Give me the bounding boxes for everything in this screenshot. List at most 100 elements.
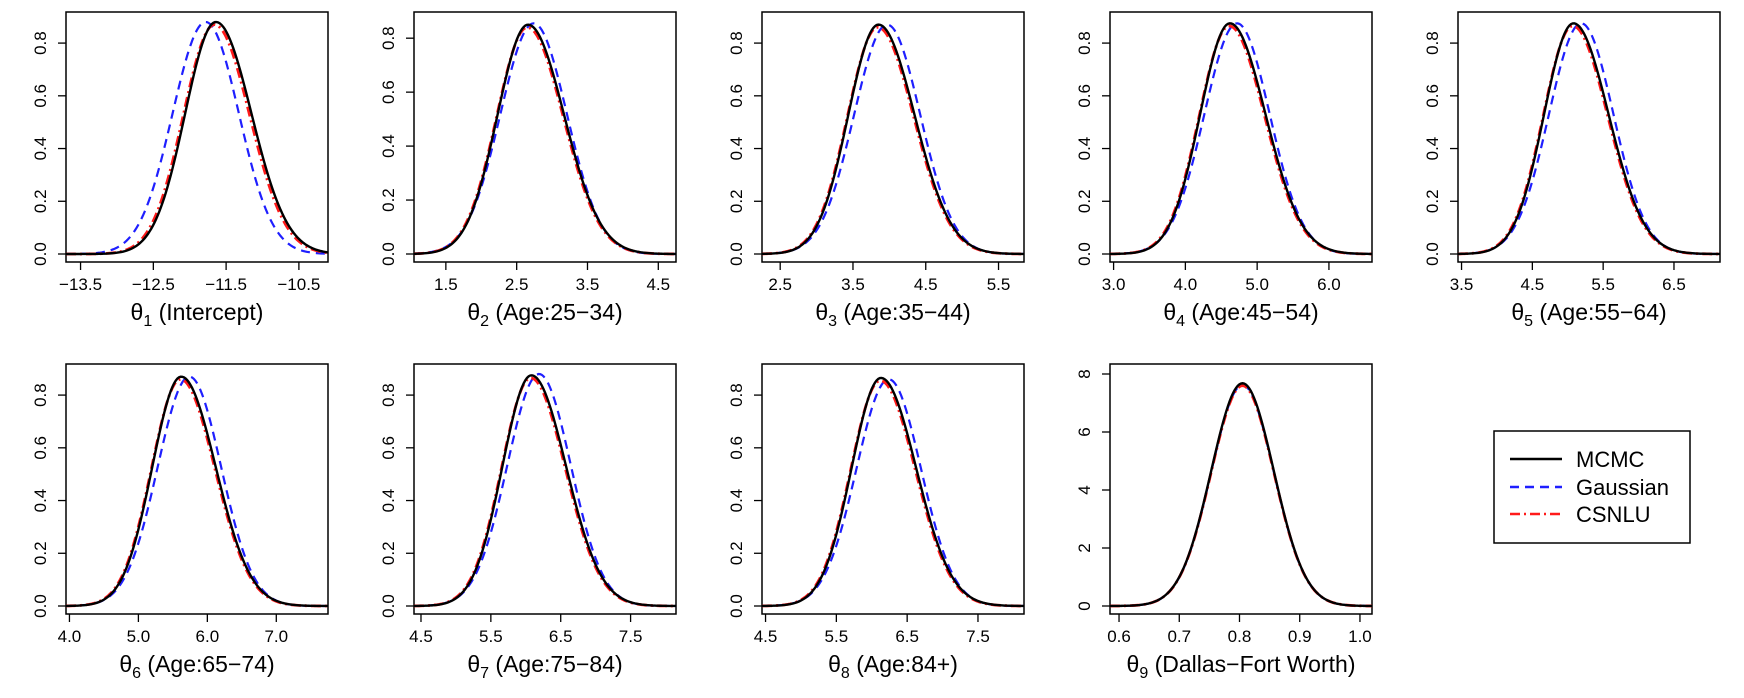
x-tick-label: 3.5 bbox=[1450, 275, 1474, 294]
series-line-mcmc bbox=[762, 376, 1024, 608]
legend-label-gaussian: Gaussian bbox=[1576, 475, 1669, 500]
x-tick-label: 1.5 bbox=[434, 275, 458, 294]
y-tick-label: 0.2 bbox=[727, 189, 746, 213]
x-tick-label: 5.5 bbox=[825, 627, 849, 646]
y-tick-label: 0.6 bbox=[379, 80, 398, 104]
x-tick-label: 6.5 bbox=[549, 627, 573, 646]
y-tick-label: 0.0 bbox=[727, 594, 746, 618]
panels: −13.5 −12.5 −11.5 −10.5 0.0 0.2 0.4 0.6 0.8 θ1 (I… bbox=[31, 11, 1721, 682]
panel-3: 2.5 3.5 4.5 5.5 0.0 0.2 0.4 0.6 0.8 θ3 (Age:35−44… bbox=[727, 11, 1025, 330]
x-tick-label: 7.5 bbox=[966, 627, 990, 646]
x-tick-label: 4.5 bbox=[409, 627, 433, 646]
x-axis-label: θ5 (Age:55−64) bbox=[1511, 299, 1666, 330]
y-tick-label: 0.4 bbox=[1423, 137, 1442, 161]
panel-5: 3.5 4.5 5.5 6.5 0.0 0.2 0.4 0.6 0.8 θ5 (Age:55−64… bbox=[1423, 11, 1721, 330]
y-tick-label: 0.8 bbox=[31, 31, 50, 55]
x-axis-label: θ3 (Age:35−44) bbox=[815, 299, 970, 330]
y-tick-label: 0.2 bbox=[727, 541, 746, 565]
series-line-mcmc bbox=[66, 20, 328, 256]
plot-frame bbox=[761, 363, 1025, 615]
y-tick-label: 0.4 bbox=[31, 137, 50, 161]
plot-frame bbox=[1109, 363, 1373, 615]
legend-label-mcmc: MCMC bbox=[1576, 447, 1645, 472]
x-tick-label: 5.0 bbox=[1245, 275, 1269, 294]
series-line-mcmc bbox=[66, 375, 328, 608]
x-tick-label: 4.5 bbox=[646, 275, 670, 294]
x-tick-label: 7.5 bbox=[619, 627, 643, 646]
x-tick-label: 6.0 bbox=[1317, 275, 1341, 294]
x-tick-label: 5.5 bbox=[479, 627, 503, 646]
y-tick-label: 0.6 bbox=[727, 84, 746, 108]
y-tick-label: 0.4 bbox=[1075, 137, 1094, 161]
y-tick-label: 0.2 bbox=[31, 189, 50, 213]
y-tick-label: 0.2 bbox=[1423, 189, 1442, 213]
y-tick-label: 0.6 bbox=[379, 436, 398, 460]
x-tick-label: 4.5 bbox=[914, 275, 938, 294]
x-tick-label: 0.7 bbox=[1167, 627, 1191, 646]
series-line-gaussian bbox=[66, 20, 328, 256]
y-tick-label: 0.4 bbox=[727, 489, 746, 513]
y-tick-label: 0.6 bbox=[31, 84, 50, 108]
y-tick-label: 2 bbox=[1075, 543, 1094, 552]
y-tick-label: 0.0 bbox=[1423, 242, 1442, 266]
plot-frame bbox=[1457, 11, 1721, 263]
panel-7: 4.5 5.5 6.5 7.5 0.0 0.2 0.4 0.6 0.8 θ7 (Age:75−84… bbox=[379, 363, 677, 682]
y-tick-label: 6 bbox=[1075, 427, 1094, 436]
panel-9: 0.6 0.7 0.8 0.9 1.0 0 2 4 6 8 θ9 (Dallas−Fort Wort… bbox=[1075, 363, 1373, 682]
x-tick-label: 2.5 bbox=[505, 275, 529, 294]
x-tick-label: 1.0 bbox=[1348, 627, 1372, 646]
y-tick-label: 0.6 bbox=[1423, 84, 1442, 108]
x-tick-label: −10.5 bbox=[277, 275, 320, 294]
legend-label-csnlu: CSNLU bbox=[1576, 502, 1651, 527]
panel-6: 4.0 5.0 6.0 7.0 0.0 0.2 0.4 0.6 0.8 θ6 (Age:65−74… bbox=[31, 363, 329, 682]
x-tick-label: 2.5 bbox=[768, 275, 792, 294]
panel-8: 4.5 5.5 6.5 7.5 0.0 0.2 0.4 0.6 0.8 θ8 (Age:84+) bbox=[727, 363, 1025, 682]
x-tick-label: 6.0 bbox=[196, 627, 220, 646]
y-tick-label: 0.4 bbox=[379, 489, 398, 513]
y-tick-label: 0.2 bbox=[1075, 189, 1094, 213]
y-tick-label: 0.8 bbox=[1423, 31, 1442, 55]
x-tick-label: −13.5 bbox=[59, 275, 102, 294]
panel-1: −13.5 −12.5 −11.5 −10.5 0.0 0.2 0.4 0.6 0.8 θ1 (I… bbox=[31, 11, 329, 330]
x-tick-label: 4.5 bbox=[1521, 275, 1545, 294]
x-tick-label: 4.0 bbox=[58, 627, 82, 646]
y-tick-label: 8 bbox=[1075, 369, 1094, 378]
y-tick-label: 0.6 bbox=[31, 436, 50, 460]
x-tick-label: 6.5 bbox=[895, 627, 919, 646]
y-tick-label: 0.2 bbox=[379, 541, 398, 565]
y-tick-label: 0.0 bbox=[379, 594, 398, 618]
x-axis-label: θ1 (Intercept) bbox=[131, 299, 264, 330]
x-axis-label: θ4 (Age:45−54) bbox=[1163, 299, 1318, 330]
x-axis-label: θ8 (Age:84+) bbox=[828, 651, 958, 682]
y-tick-label: 0.8 bbox=[1075, 31, 1094, 55]
x-tick-label: 4.5 bbox=[754, 627, 778, 646]
x-tick-label: 0.6 bbox=[1107, 627, 1131, 646]
y-tick-label: 0.8 bbox=[31, 383, 50, 407]
y-tick-label: 0.4 bbox=[727, 137, 746, 161]
y-tick-label: 0.2 bbox=[379, 188, 398, 212]
y-tick-label: 0.2 bbox=[31, 541, 50, 565]
series-line-mcmc bbox=[762, 23, 1024, 256]
y-tick-label: 0.8 bbox=[727, 31, 746, 55]
y-tick-label: 0.4 bbox=[31, 489, 50, 513]
y-tick-label: 0.8 bbox=[379, 383, 398, 407]
series-line-mcmc bbox=[414, 374, 676, 608]
y-tick-label: 0.0 bbox=[727, 242, 746, 266]
y-tick-label: 0.6 bbox=[1075, 84, 1094, 108]
x-axis-label: θ9 (Dallas−Fort Worth) bbox=[1127, 651, 1356, 682]
series-line-mcmc bbox=[1110, 22, 1372, 256]
x-tick-label: 7.0 bbox=[264, 627, 288, 646]
x-axis-label: θ7 (Age:75−84) bbox=[467, 651, 622, 682]
y-tick-label: 0.6 bbox=[727, 436, 746, 460]
x-tick-label: 0.8 bbox=[1228, 627, 1252, 646]
series-line-mcmc bbox=[1458, 22, 1720, 256]
plot-frame bbox=[1109, 11, 1373, 263]
x-tick-label: 3.5 bbox=[841, 275, 865, 294]
x-tick-label: 6.5 bbox=[1662, 275, 1686, 294]
y-tick-label: 0.0 bbox=[31, 594, 50, 618]
legend: MCMC Gaussian CSNLU bbox=[1493, 430, 1691, 544]
x-tick-label: −12.5 bbox=[132, 275, 175, 294]
y-tick-label: 0.4 bbox=[379, 134, 398, 158]
x-tick-label: 3.5 bbox=[576, 275, 600, 294]
plot-frame bbox=[761, 11, 1025, 263]
